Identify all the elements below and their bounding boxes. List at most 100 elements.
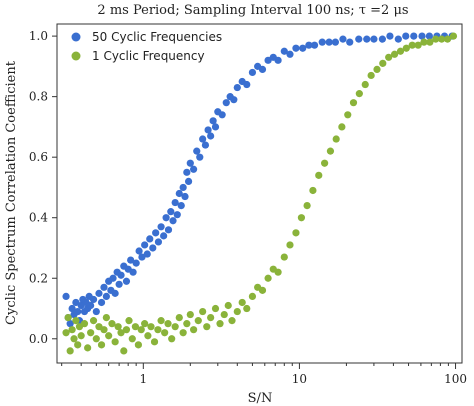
point-1-cyclic bbox=[373, 65, 381, 74]
point-1-cyclic bbox=[97, 341, 106, 349]
point-1-cyclic bbox=[141, 320, 149, 328]
point-1-cyclic bbox=[414, 41, 422, 49]
point-50-cyclic bbox=[183, 168, 191, 176]
point-1-cyclic bbox=[220, 310, 228, 319]
point-50-cyclic bbox=[95, 289, 103, 297]
point-1-cyclic bbox=[367, 71, 375, 80]
point-50-cyclic bbox=[190, 165, 198, 173]
point-50-cyclic bbox=[162, 214, 170, 222]
point-1-cyclic bbox=[105, 332, 113, 340]
point-50-cyclic bbox=[363, 35, 371, 43]
point-50-cyclic bbox=[102, 292, 110, 301]
point-50-cyclic bbox=[280, 47, 288, 55]
legend-label-50-cyclic: 50 Cyclic Frequencies bbox=[92, 30, 222, 44]
point-1-cyclic bbox=[100, 326, 108, 334]
point-1-cyclic bbox=[102, 313, 110, 322]
point-1-cyclic bbox=[74, 341, 82, 349]
point-1-cyclic bbox=[203, 323, 211, 331]
point-50-cyclic bbox=[325, 38, 333, 46]
point-1-cyclic bbox=[258, 286, 267, 294]
point-1-cyclic bbox=[321, 159, 329, 167]
point-1-cyclic bbox=[344, 111, 352, 119]
point-1-cyclic bbox=[426, 38, 434, 46]
point-1-cyclic bbox=[420, 38, 428, 46]
point-50-cyclic bbox=[230, 96, 238, 104]
point-50-cyclic bbox=[181, 192, 189, 201]
point-50-cyclic bbox=[160, 232, 168, 240]
point-1-cyclic bbox=[157, 317, 165, 325]
point-50-cyclic bbox=[218, 111, 226, 119]
point-1-cyclic bbox=[128, 335, 136, 343]
point-50-cyclic bbox=[258, 65, 267, 74]
y-tick-label: 0.2 bbox=[29, 271, 48, 285]
point-50-cyclic bbox=[179, 183, 187, 192]
y-tick-label: 0.4 bbox=[29, 211, 48, 225]
point-50-cyclic bbox=[248, 68, 257, 77]
point-50-cyclic bbox=[199, 135, 207, 143]
point-50-cyclic bbox=[87, 301, 95, 310]
point-1-cyclic bbox=[122, 326, 131, 334]
point-50-cyclic bbox=[331, 38, 339, 46]
point-50-cyclic bbox=[299, 44, 307, 52]
point-1-cyclic bbox=[349, 99, 358, 107]
point-1-cyclic bbox=[186, 310, 194, 319]
point-50-cyclic bbox=[318, 38, 326, 46]
point-1-cyclic bbox=[89, 317, 98, 325]
point-50-cyclic bbox=[164, 226, 173, 234]
point-1-cyclic bbox=[111, 338, 119, 346]
point-50-cyclic bbox=[167, 208, 175, 216]
point-1-cyclic bbox=[183, 320, 191, 328]
point-1-cyclic bbox=[68, 326, 76, 334]
point-50-cyclic bbox=[386, 32, 394, 40]
point-1-cyclic bbox=[190, 326, 198, 334]
point-50-cyclic bbox=[233, 83, 241, 92]
point-1-cyclic bbox=[161, 329, 169, 337]
point-1-cyclic bbox=[396, 47, 405, 55]
y-tick-label: 0.0 bbox=[29, 332, 48, 346]
point-1-cyclic bbox=[326, 147, 335, 155]
point-1-cyclic bbox=[402, 44, 410, 52]
point-1-cyclic bbox=[207, 313, 215, 322]
x-axis: 1 10 100 bbox=[61, 363, 467, 386]
point-50-cyclic bbox=[157, 223, 165, 231]
point-1-cyclic bbox=[379, 59, 387, 67]
point-1-cyclic bbox=[361, 80, 369, 89]
point-50-cyclic bbox=[177, 202, 185, 210]
point-1-cyclic bbox=[297, 214, 306, 222]
plot-frame bbox=[56, 23, 463, 364]
point-1-cyclic bbox=[72, 317, 80, 325]
point-1-cyclic bbox=[64, 313, 72, 322]
point-1-cyclic bbox=[432, 35, 440, 43]
point-50-cyclic bbox=[193, 147, 201, 155]
point-1-cyclic bbox=[108, 320, 116, 328]
point-50-cyclic bbox=[152, 229, 160, 237]
point-50-cyclic bbox=[127, 256, 135, 264]
point-50-cyclic bbox=[72, 298, 80, 307]
point-1-cyclic bbox=[233, 307, 241, 316]
point-50-cyclic bbox=[169, 217, 177, 225]
point-50-cyclic bbox=[209, 117, 217, 125]
point-1-cyclic bbox=[70, 335, 78, 343]
point-50-cyclic bbox=[141, 241, 149, 249]
point-1-cyclic bbox=[87, 329, 95, 337]
point-50-cyclic bbox=[100, 283, 108, 291]
point-1-cyclic bbox=[385, 53, 393, 61]
point-1-cyclic bbox=[216, 320, 224, 328]
point-50-cyclic bbox=[222, 99, 230, 107]
legend: 50 Cyclic Frequencies 1 Cyclic Frequency bbox=[71, 30, 222, 63]
y-tick-label: 0.6 bbox=[29, 150, 48, 164]
point-1-cyclic bbox=[150, 338, 159, 346]
point-1-cyclic bbox=[164, 320, 172, 328]
point-1-cyclic bbox=[194, 317, 202, 325]
point-50-cyclic bbox=[122, 277, 131, 285]
point-50-cyclic bbox=[109, 274, 117, 282]
y-tick-label: 1.0 bbox=[29, 29, 48, 43]
point-50-cyclic bbox=[378, 35, 386, 43]
point-1-cyclic bbox=[114, 323, 122, 331]
point-50-cyclic bbox=[74, 307, 82, 316]
point-50-cyclic bbox=[402, 32, 410, 40]
point-50-cyclic bbox=[207, 132, 215, 140]
point-50-cyclic bbox=[310, 41, 319, 49]
point-1-cyclic bbox=[131, 323, 140, 331]
